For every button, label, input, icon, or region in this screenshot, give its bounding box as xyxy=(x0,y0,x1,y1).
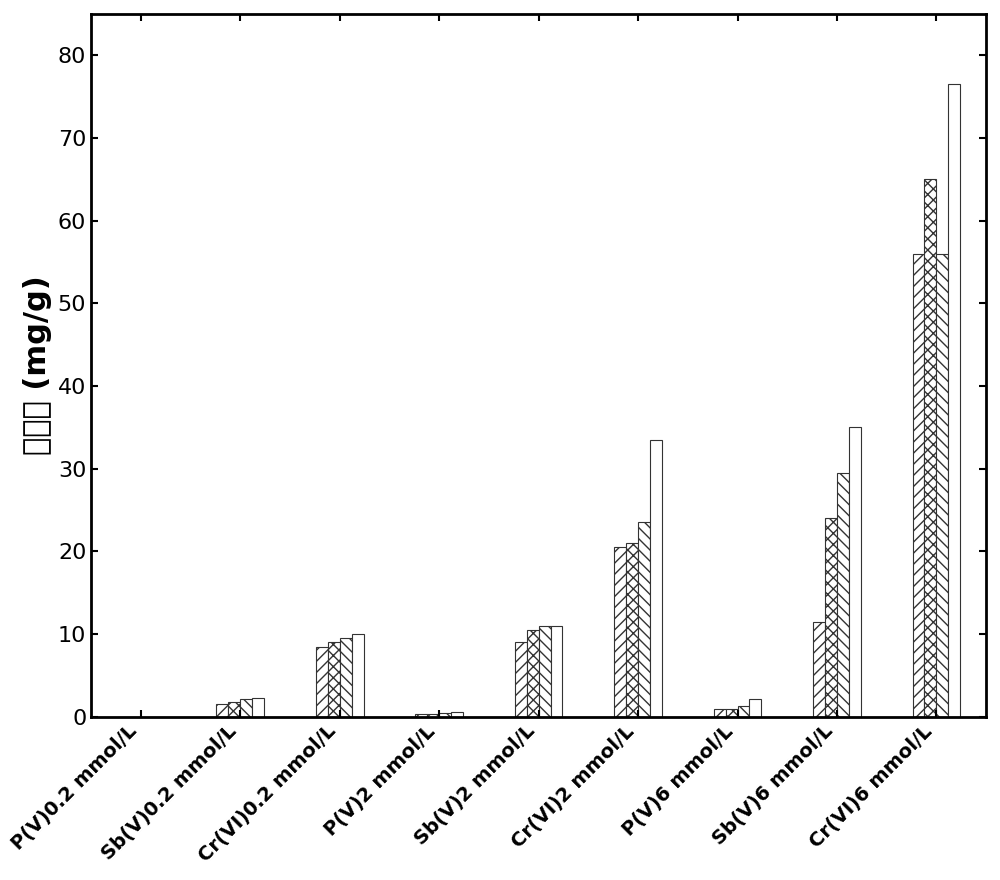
Bar xyxy=(638,523,650,717)
Bar xyxy=(749,699,761,717)
Bar xyxy=(316,647,328,717)
Bar xyxy=(515,642,527,717)
Bar xyxy=(924,180,936,717)
Bar xyxy=(738,706,749,717)
Bar xyxy=(439,713,451,717)
Bar xyxy=(352,634,364,717)
Y-axis label: 吸附量 (mg/g): 吸附量 (mg/g) xyxy=(23,275,52,455)
Bar xyxy=(216,704,228,717)
Bar xyxy=(948,84,960,717)
Bar xyxy=(936,253,948,717)
Bar xyxy=(240,700,252,717)
Bar xyxy=(650,440,662,717)
Bar xyxy=(837,473,849,717)
Bar xyxy=(527,630,539,717)
Bar xyxy=(551,626,562,717)
Bar xyxy=(415,715,427,717)
Bar xyxy=(228,702,240,717)
Bar xyxy=(427,714,439,717)
Bar xyxy=(614,547,626,717)
Bar xyxy=(849,428,861,717)
Bar xyxy=(451,712,463,717)
Bar xyxy=(825,518,837,717)
Bar xyxy=(328,642,340,717)
Bar xyxy=(539,626,551,717)
Bar xyxy=(252,698,264,717)
Bar xyxy=(813,622,825,717)
Bar xyxy=(626,543,638,717)
Bar xyxy=(913,253,924,717)
Bar xyxy=(714,709,726,717)
Bar xyxy=(726,708,738,717)
Bar xyxy=(340,638,352,717)
